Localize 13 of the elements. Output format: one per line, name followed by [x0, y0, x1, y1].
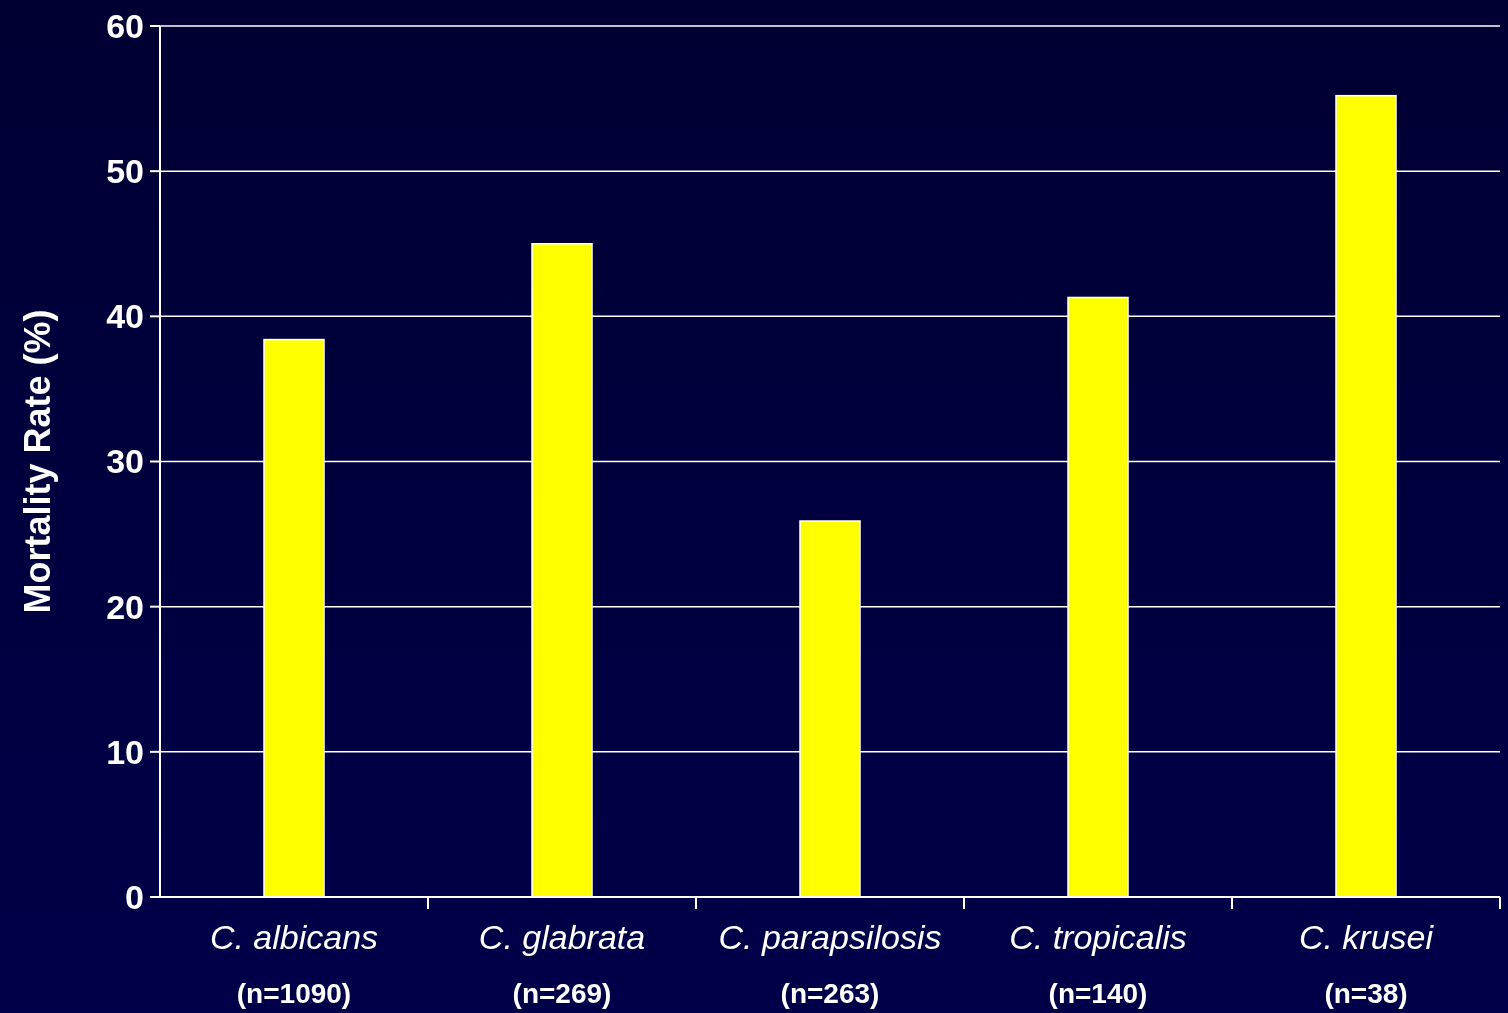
y-tick-label: 20 [106, 587, 144, 626]
y-tick-label: 40 [106, 297, 144, 336]
y-tick-label: 30 [106, 442, 144, 481]
x-tick-label: C. tropicalis (n=140) [1009, 918, 1187, 1009]
x-tick-label: C. albicans (n=1090) [209, 918, 379, 1009]
y-axis-title: Mortality Rate (%) [17, 309, 58, 614]
y-tick-label: 60 [106, 6, 144, 45]
y-tick-label: 0 [125, 877, 144, 916]
y-tick-label: 50 [106, 152, 144, 191]
y-tick-label: 10 [106, 732, 144, 771]
x-tick-label: C. parapsilosis (n=263) [718, 918, 942, 1009]
x-tick-label: C. glabrata (n=269) [478, 918, 646, 1009]
x-tick-label: C. krusei (n=38) [1298, 918, 1435, 1009]
